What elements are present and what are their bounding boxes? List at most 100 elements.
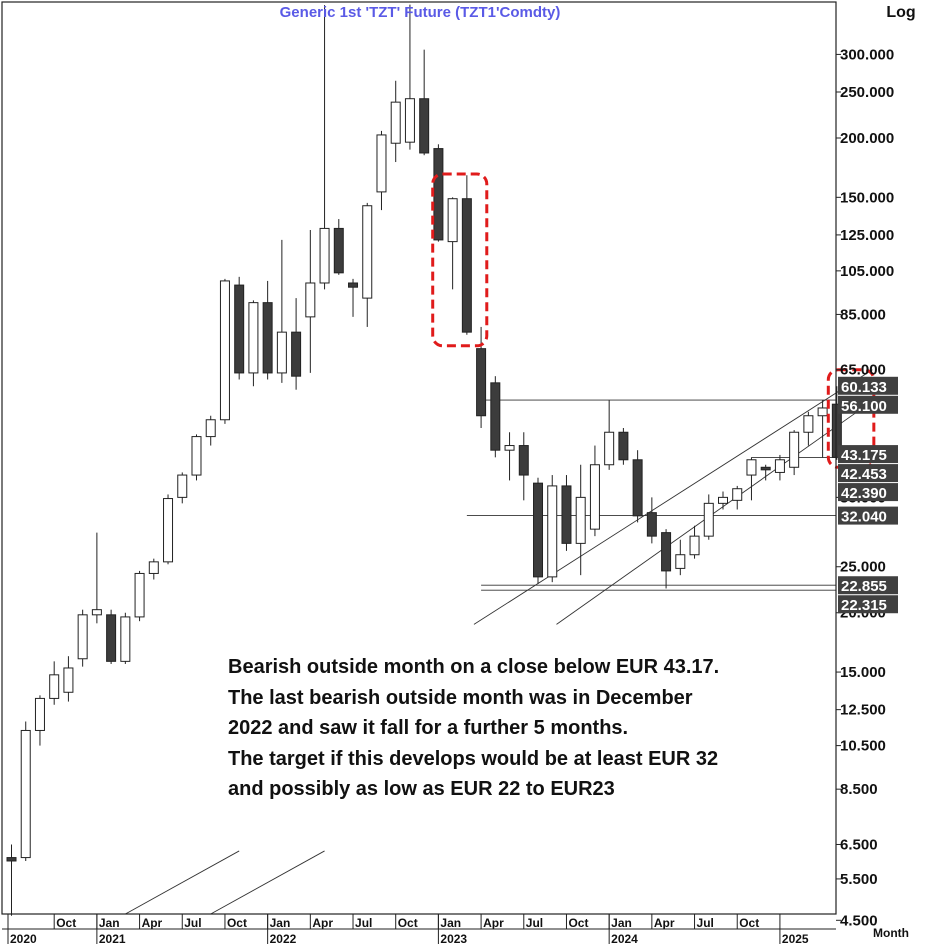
candle-body-up [732, 488, 743, 501]
x-tick-label: Jan [270, 916, 291, 930]
candle-body-up [575, 496, 586, 544]
candle-body-up [191, 436, 202, 476]
x-tick-label: Apr [312, 916, 333, 930]
candle-body-up [63, 667, 74, 693]
x-tick-label: Oct [568, 916, 588, 930]
candle-body-up [404, 98, 415, 143]
price-badge-label: 22.855 [841, 578, 887, 595]
y-tick-label: 250.000 [840, 84, 894, 101]
annotation-line: The target if this develops would be at … [228, 747, 719, 770]
candle-body-up [177, 474, 188, 498]
x-tick-label: Oct [56, 916, 76, 930]
candle-body-up [219, 280, 230, 421]
candle-body-up [163, 498, 174, 563]
candle-body-up [248, 302, 259, 374]
y-tick-label: 5.500 [840, 871, 878, 888]
chart-title: Generic 1st 'TZT' Future (TZT1'Comdty) [280, 4, 561, 21]
candle-body-up [376, 134, 387, 193]
candle-body-down [333, 227, 344, 274]
price-badge-label: 60.133 [841, 379, 887, 396]
candle-body-up [148, 561, 159, 574]
x-tick-label: Apr [483, 916, 504, 930]
candle-body-down [490, 382, 501, 451]
x-tick-label: Jan [611, 916, 632, 930]
x-tick-label: Jan [440, 916, 461, 930]
price-badge-label: 42.453 [841, 466, 887, 483]
candle-body-up [803, 415, 814, 433]
x-tick-label: Jul [697, 916, 714, 930]
y-tick-label: 125.000 [840, 227, 894, 244]
candle-body-down [760, 466, 771, 471]
price-badge-label: 22.315 [841, 597, 887, 614]
candle-body-up [362, 205, 373, 299]
candle-body-up [276, 331, 287, 374]
candle-body-up [447, 198, 458, 243]
x-tick-label: Jul [526, 916, 543, 930]
price-badge-label: 56.100 [841, 398, 887, 415]
x-tick-label: Oct [739, 916, 759, 930]
candle-body-up [817, 407, 828, 417]
candle-body-up [689, 535, 700, 556]
candle-body-up [305, 282, 316, 318]
candle-body-down [461, 198, 472, 333]
x-tick-label: Jan [99, 916, 120, 930]
y-tick-label: 10.500 [840, 738, 886, 755]
candle-body-up [504, 445, 515, 451]
candle-body-down [291, 331, 302, 377]
candle-body-up [319, 227, 330, 284]
candle-body-up [34, 697, 45, 731]
trend-line [210, 850, 325, 915]
price-badge-label: 32.040 [841, 509, 887, 526]
candle-body-up [774, 459, 785, 473]
x-year-label: 2021 [99, 932, 126, 945]
y-tick-label: 200.000 [840, 130, 894, 147]
y-tick-label: 6.500 [840, 836, 878, 853]
annotation-line: and possibly as low as EUR 22 to EUR23 [228, 778, 615, 800]
price-badge [838, 464, 898, 483]
y-tick-label: 85.000 [840, 306, 886, 323]
highlight-box [431, 172, 489, 348]
y-tick-label: 4.500 [840, 912, 878, 929]
price-badge [838, 445, 898, 464]
trend-line [473, 369, 873, 625]
x-year-label: 2025 [782, 932, 809, 945]
x-year-label: 2022 [270, 932, 297, 945]
x-tick-label: Jul [184, 916, 201, 930]
candle-body-up [547, 485, 558, 578]
candle-body-up [20, 729, 31, 859]
price-badge [838, 506, 898, 525]
y-tick-label: 105.000 [840, 263, 894, 280]
y-tick-label: 25.000 [840, 559, 886, 576]
candle-body-down [646, 512, 657, 537]
x-year-label: 2024 [611, 932, 638, 945]
candle-body-down [661, 532, 672, 572]
candle-body-down [348, 282, 359, 288]
candle-body-down [831, 403, 842, 458]
candle-body-up [205, 419, 216, 438]
candle-body-up [789, 431, 800, 468]
candle-body-up [746, 459, 757, 476]
candle-body-up [718, 496, 728, 504]
candle-body-up [604, 431, 615, 466]
x-year-label: 2020 [10, 932, 37, 945]
candle-body-up [703, 502, 714, 537]
candle-body-up [589, 464, 600, 530]
candle-body-up [49, 674, 60, 699]
price-badge-label: 42.390 [841, 485, 887, 502]
x-tick-label: Jul [355, 916, 372, 930]
annotation-line: The last bearish outside month was in De… [228, 686, 693, 709]
candle-body-down [234, 284, 245, 374]
candle-body-down [618, 431, 629, 461]
price-badge [838, 576, 898, 595]
y-tick-label: 150.000 [840, 189, 894, 206]
candle-body-down [106, 614, 117, 662]
candle-body-down [632, 459, 643, 517]
y-tick-label: 65.000 [840, 362, 886, 379]
candle-body-up [91, 609, 102, 616]
y-tick-label: 8.500 [840, 781, 878, 798]
y-tick-label: 300.000 [840, 46, 894, 63]
candle-body-down [561, 485, 572, 544]
candle-body-up [77, 614, 88, 660]
